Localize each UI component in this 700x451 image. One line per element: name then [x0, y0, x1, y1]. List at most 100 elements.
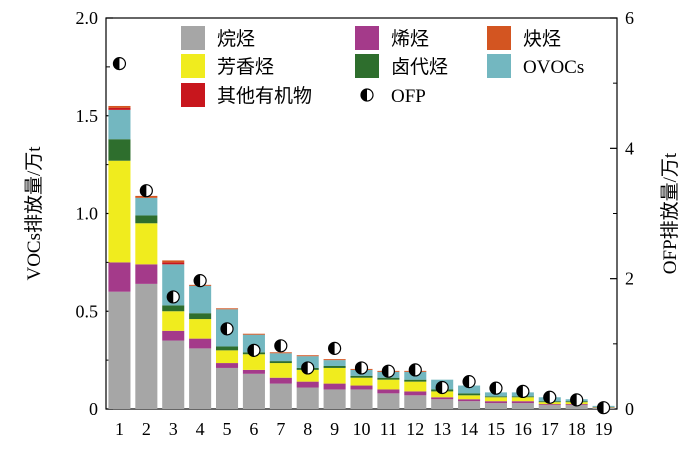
ofp-point-fill: [113, 58, 119, 70]
bar-segment: [485, 397, 507, 401]
bar-segment: [216, 350, 238, 363]
bar-segment: [485, 403, 507, 409]
bar-segment: [189, 348, 211, 409]
bar-segment: [485, 401, 507, 403]
bar-segment: [189, 339, 211, 349]
bar-segment: [404, 382, 426, 392]
bar-segment: [324, 368, 346, 384]
legend-swatch: [181, 83, 205, 107]
bar-segment: [350, 389, 372, 409]
y-left-axis-title: VOCs排放量/万t: [23, 146, 45, 281]
ofp-point-fill: [194, 275, 200, 287]
bar-segment: [297, 382, 319, 388]
bar-segment: [539, 405, 561, 409]
y-left-tick-label: 0: [89, 399, 98, 419]
bar-segment: [377, 380, 399, 390]
bar-segment: [216, 368, 238, 409]
x-tick-label: 7: [276, 419, 285, 439]
legend-swatch: [487, 26, 511, 50]
x-tick-label: 16: [514, 419, 532, 439]
bar-segment: [216, 363, 238, 368]
bar-segment: [135, 198, 157, 216]
legend-swatch: [355, 54, 379, 78]
bar-segment: [135, 215, 157, 223]
bar-segment: [458, 395, 480, 399]
bar-segment: [485, 396, 507, 397]
bar-segment: [324, 366, 346, 368]
legend-label: 其他有机物: [217, 85, 312, 107]
x-tick-label: 8: [303, 419, 312, 439]
bar-segment: [108, 106, 130, 108]
bar-segment: [270, 361, 292, 363]
bar-segment: [350, 386, 372, 390]
legend-label: 卤代烃: [391, 56, 448, 78]
bar-segment: [162, 311, 184, 331]
bar-segment: [270, 378, 292, 384]
bar-segment: [458, 399, 480, 401]
bar-segment: [431, 399, 453, 409]
bar-segment: [162, 341, 184, 409]
x-tick-label: 5: [223, 419, 232, 439]
legend-ofp-marker-fill: [361, 89, 367, 101]
x-tick-label: 17: [541, 419, 559, 439]
x-tick-label: 14: [460, 419, 478, 439]
bar-segment: [350, 378, 372, 386]
bar-segment: [512, 401, 534, 403]
bar-segment: [243, 374, 265, 409]
bar-segment: [162, 305, 184, 311]
bar-segment: [404, 395, 426, 409]
bar-segment: [539, 404, 561, 405]
y-left-tick-label: 1.0: [76, 204, 99, 224]
legend-label: 烯烃: [391, 28, 429, 50]
y-right-axis-title: OFP排放量/万t: [659, 152, 681, 274]
x-tick-label: 19: [595, 419, 613, 439]
ofp-point-fill: [275, 340, 281, 352]
bar-segment: [270, 363, 292, 378]
bar-segment: [135, 264, 157, 284]
x-tick-label: 12: [406, 419, 424, 439]
bar-segment: [189, 313, 211, 319]
y-left-tick-label: 1.5: [76, 106, 99, 126]
legend-label: 芳香烃: [217, 56, 274, 78]
bar-segment: [216, 308, 238, 309]
bar-segment: [243, 334, 265, 335]
x-tick-label: 11: [380, 419, 397, 439]
legend-swatch: [487, 54, 511, 78]
bar-segment: [189, 319, 211, 339]
bar-segment: [108, 110, 130, 139]
x-tick-label: 15: [487, 419, 505, 439]
bar-segment: [404, 391, 426, 395]
y-right-tick-label: 2: [625, 269, 634, 289]
bar-segment: [377, 378, 399, 380]
bar-segment: [297, 387, 319, 409]
legend-swatch: [355, 26, 379, 50]
bar-segment: [324, 389, 346, 409]
bar-segment: [377, 389, 399, 393]
bar-segment: [270, 384, 292, 409]
legend-label: OVOCs: [523, 57, 584, 78]
x-tick-label: 13: [433, 419, 451, 439]
bar-segment: [270, 353, 292, 361]
ofp-point-fill: [329, 342, 335, 354]
x-tick-label: 1: [115, 419, 124, 439]
bar-segment: [108, 292, 130, 409]
x-tick-label: 2: [142, 419, 151, 439]
bar-segment: [189, 286, 211, 313]
y-left-tick-label: 2.0: [76, 8, 99, 28]
x-tick-label: 18: [568, 419, 586, 439]
legend-label: OFP: [391, 86, 426, 107]
y-right-tick-label: 0: [625, 399, 634, 419]
bar-segment: [108, 161, 130, 263]
bar-segment: [216, 346, 238, 350]
bar-segment: [512, 403, 534, 409]
bar-segment: [135, 284, 157, 409]
legend-label: 炔烃: [523, 28, 561, 50]
bar-segment: [108, 108, 130, 110]
bar-segment: [108, 262, 130, 291]
bar-segment: [324, 359, 346, 360]
bar-segment: [458, 393, 480, 395]
x-tick-label: 9: [330, 419, 339, 439]
ofp-point-fill: [598, 402, 604, 414]
